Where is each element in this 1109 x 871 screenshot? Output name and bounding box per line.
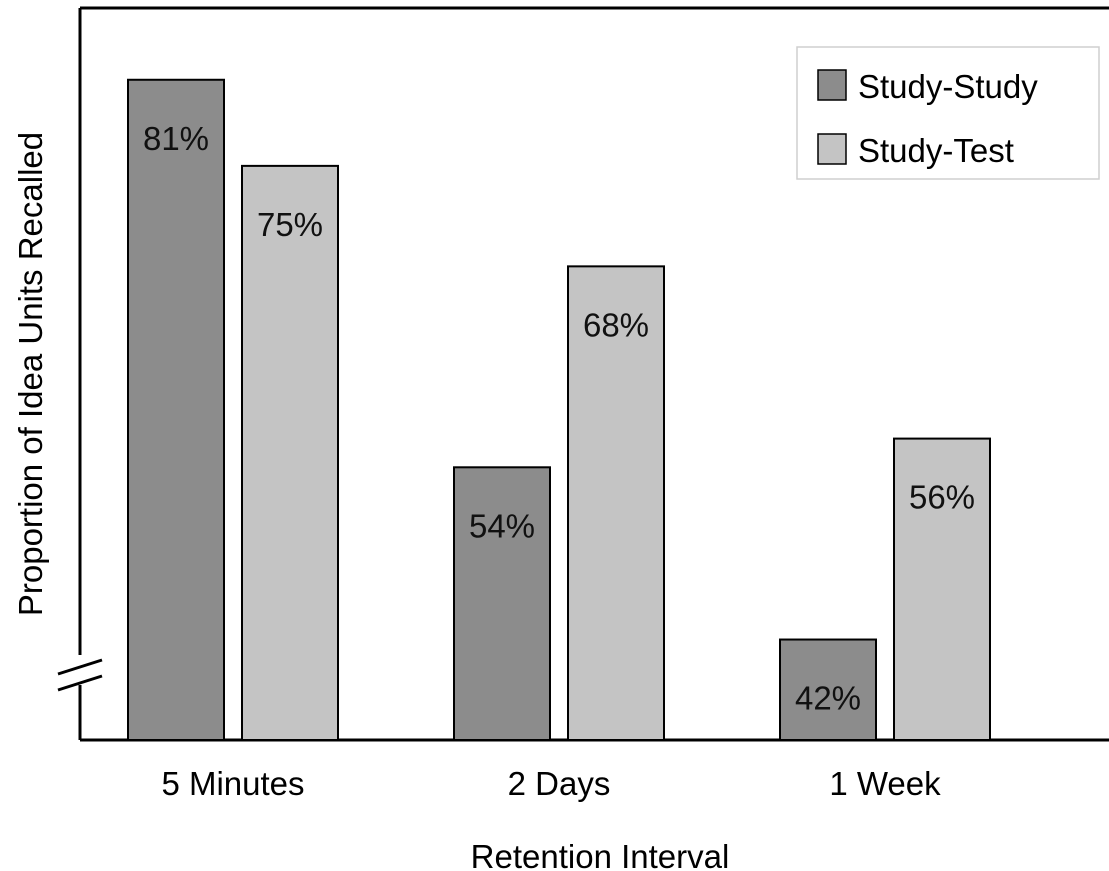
bar-study-test-5-minutes: [241, 164, 339, 742]
axis-break-line-lower: [57, 674, 103, 692]
data-label-study-test-5-minutes: 75%: [257, 206, 323, 243]
bar-study-test-2-days: [567, 265, 665, 741]
data-label-study-study-5-minutes: 81%: [143, 120, 209, 157]
data-label-study-test-1-week: 56%: [909, 479, 975, 516]
axis-break-line-upper: [57, 658, 103, 676]
x-tick-label: 5 Minutes: [161, 765, 304, 802]
bar-study-study-5-minutes: [127, 78, 225, 741]
bar-study-test-1-week: [893, 437, 991, 741]
x-axis-title: Retention Interval: [471, 838, 730, 871]
data-label-study-study-2-days: 54%: [469, 507, 535, 544]
y-axis-title: Proportion of Idea Units Recalled: [12, 132, 49, 616]
legend-label-study-study: Study-Study: [858, 68, 1038, 105]
x-tick-labels: 5 Minutes 2 Days 1 Week: [161, 765, 941, 802]
legend: Study-Study Study-Test: [796, 46, 1100, 180]
bars: [127, 78, 991, 742]
data-label-study-study-1-week: 42%: [795, 680, 861, 717]
legend-label-study-test: Study-Test: [858, 132, 1014, 169]
x-tick-label: 2 Days: [508, 765, 611, 802]
legend-swatch-study-study: [817, 69, 847, 101]
bar-study-study-2-days: [453, 466, 551, 741]
data-label-study-test-2-days: 68%: [583, 306, 649, 343]
data-labels: 81% 75% 54% 68% 42% 56%: [143, 120, 975, 717]
bar-study-study-1-week: [779, 638, 877, 742]
x-tick-label: 1 Week: [829, 765, 941, 802]
legend-swatch-study-test: [817, 133, 847, 165]
y-axis-break-mark: [57, 655, 103, 692]
legend-box: [796, 46, 1100, 180]
